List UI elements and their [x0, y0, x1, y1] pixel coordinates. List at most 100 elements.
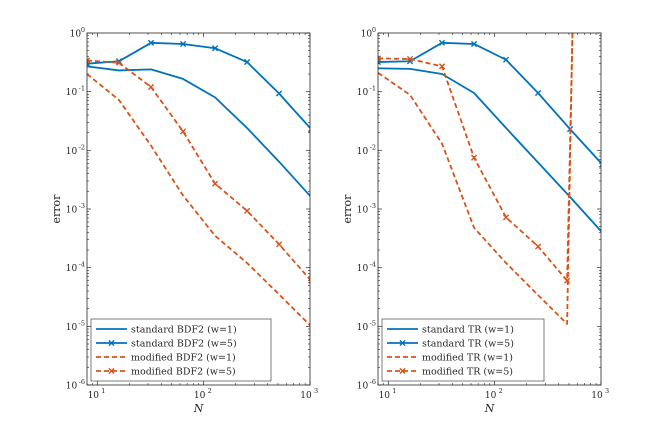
data-point-marker [211, 180, 219, 187]
data-point-marker [308, 277, 310, 284]
legend-entry-label: modified TR (w=1) [422, 352, 513, 363]
series-line-standard-tr-w-1 [378, 67, 601, 233]
series-line-modified-bdf2-w-1 [87, 73, 310, 327]
legend-marker [108, 339, 115, 347]
y-tick-label: 10 [66, 323, 78, 333]
x-axis-label: N [484, 402, 495, 415]
series-line-modified-tr-w-5 [378, 33, 574, 282]
x-tick-label: 10 [88, 391, 100, 401]
data-point-marker [308, 126, 310, 133]
y-tick-label: 10 [357, 382, 369, 392]
y-tick-label: 10 [357, 264, 369, 274]
series-line-standard-bdf2-w-5 [87, 41, 310, 130]
data-point-marker [87, 57, 91, 64]
data-point-marker [564, 277, 571, 284]
data-point-marker [179, 128, 187, 135]
y-tick-label: 10 [66, 264, 78, 274]
data-point-marker [470, 40, 478, 48]
x-tick-exponent: 1 [392, 387, 396, 395]
legend-marker [399, 339, 406, 347]
series-group [87, 39, 310, 327]
data-point-marker [470, 154, 478, 161]
y-tick-exponent: -4 [79, 261, 85, 269]
plot-frame [377, 32, 602, 386]
y-tick-exponent: -3 [370, 202, 376, 210]
x-tick-label: 10 [300, 391, 312, 401]
data-point-marker [502, 56, 510, 63]
data-point-marker [243, 58, 251, 66]
legend-entry-label: standard BDF2 (w=5) [131, 338, 237, 349]
legend-entry-label: standard TR (w=1) [422, 324, 514, 335]
data-point-marker [502, 214, 510, 221]
series-line-modified-bdf2-w-5 [87, 59, 310, 281]
legend: standard BDF2 (w=1) standard BDF2 (w=5) mo… [90, 318, 272, 382]
data-point-marker [115, 58, 123, 65]
data-point-marker [179, 40, 187, 48]
y-tick-exponent: -4 [370, 261, 376, 269]
y-tick-exponent: 0 [372, 26, 376, 34]
y-tick-label: 10 [66, 206, 78, 216]
data-point-marker [438, 39, 446, 46]
data-point-marker [275, 90, 283, 97]
right-panel-tr: 10 1 10 2 10 3-610-510-410-310-210-110010Nerr… [341, 26, 609, 415]
x-tick-label: 10 [194, 391, 206, 401]
y-tick-exponent: -6 [370, 378, 376, 386]
y-tick-label: 10 [70, 30, 82, 40]
plot-frame [86, 32, 311, 386]
legend-entry-label: modified BDF2 (w=1) [131, 352, 236, 363]
y-tick-label: 10 [357, 206, 369, 216]
x-tick-label: 10 [379, 391, 391, 401]
y-axis-label: error [341, 194, 354, 224]
left-panel-bdf2: 10 1 10 2 10 3-610-510-410-310-210-110010Nerr… [50, 26, 318, 415]
series-group [378, 26, 601, 325]
legend-entry-label: modified BDF2 (w=5) [131, 366, 236, 377]
y-tick-exponent: -1 [370, 85, 376, 93]
data-point-marker [438, 63, 446, 70]
data-point-marker [599, 161, 601, 168]
data-point-marker [211, 45, 219, 52]
y-axis-label: error [50, 194, 63, 224]
data-point-marker [534, 243, 542, 250]
y-tick-exponent: -2 [370, 143, 376, 151]
y-tick-exponent: -2 [79, 143, 85, 151]
x-tick-exponent: 2 [208, 387, 212, 395]
data-point-marker [115, 59, 123, 66]
y-tick-label: 10 [66, 88, 78, 98]
x-tick-exponent: 1 [101, 387, 105, 395]
x-axis-label: N [193, 402, 204, 415]
y-tick-label: 10 [66, 147, 78, 157]
x-tick-exponent: 3 [605, 387, 609, 395]
x-tick-label: 10 [485, 391, 497, 401]
data-point-marker [534, 89, 542, 97]
legend-marker [399, 367, 406, 375]
x-tick-exponent: 2 [499, 387, 503, 395]
y-tick-exponent: -5 [370, 319, 376, 327]
y-tick-label: 10 [357, 323, 369, 333]
data-point-marker [147, 83, 155, 91]
y-tick-exponent: 0 [81, 26, 85, 34]
data-point-marker [570, 26, 575, 31]
legend-entry-label: modified TR (w=5) [422, 366, 513, 377]
y-tick-exponent: -1 [79, 85, 85, 93]
y-tick-exponent: -3 [79, 202, 85, 210]
y-tick-label: 10 [361, 30, 373, 40]
data-point-marker [243, 207, 251, 214]
series-line-standard-tr-w-5 [378, 41, 601, 165]
legend-entry-label: standard TR (w=5) [422, 338, 514, 349]
y-tick-label: 10 [66, 382, 78, 392]
y-tick-label: 10 [357, 88, 369, 98]
x-tick-label: 10 [591, 391, 603, 401]
series-line-modified-tr-w-1 [378, 33, 574, 325]
data-point-marker [406, 55, 414, 63]
data-point-marker [275, 241, 283, 248]
legend: standard TR (w=1) standard TR (w=5) modifi… [381, 318, 545, 382]
series-line-standard-bdf2-w-1 [87, 65, 310, 198]
y-tick-label: 10 [357, 147, 369, 157]
data-point-marker [378, 55, 382, 62]
y-tick-exponent: -5 [79, 319, 85, 327]
y-tick-exponent: -6 [79, 378, 85, 386]
legend-marker [108, 367, 115, 375]
data-point-marker [147, 39, 155, 46]
legend-entry-label: standard BDF2 (w=1) [131, 324, 237, 335]
